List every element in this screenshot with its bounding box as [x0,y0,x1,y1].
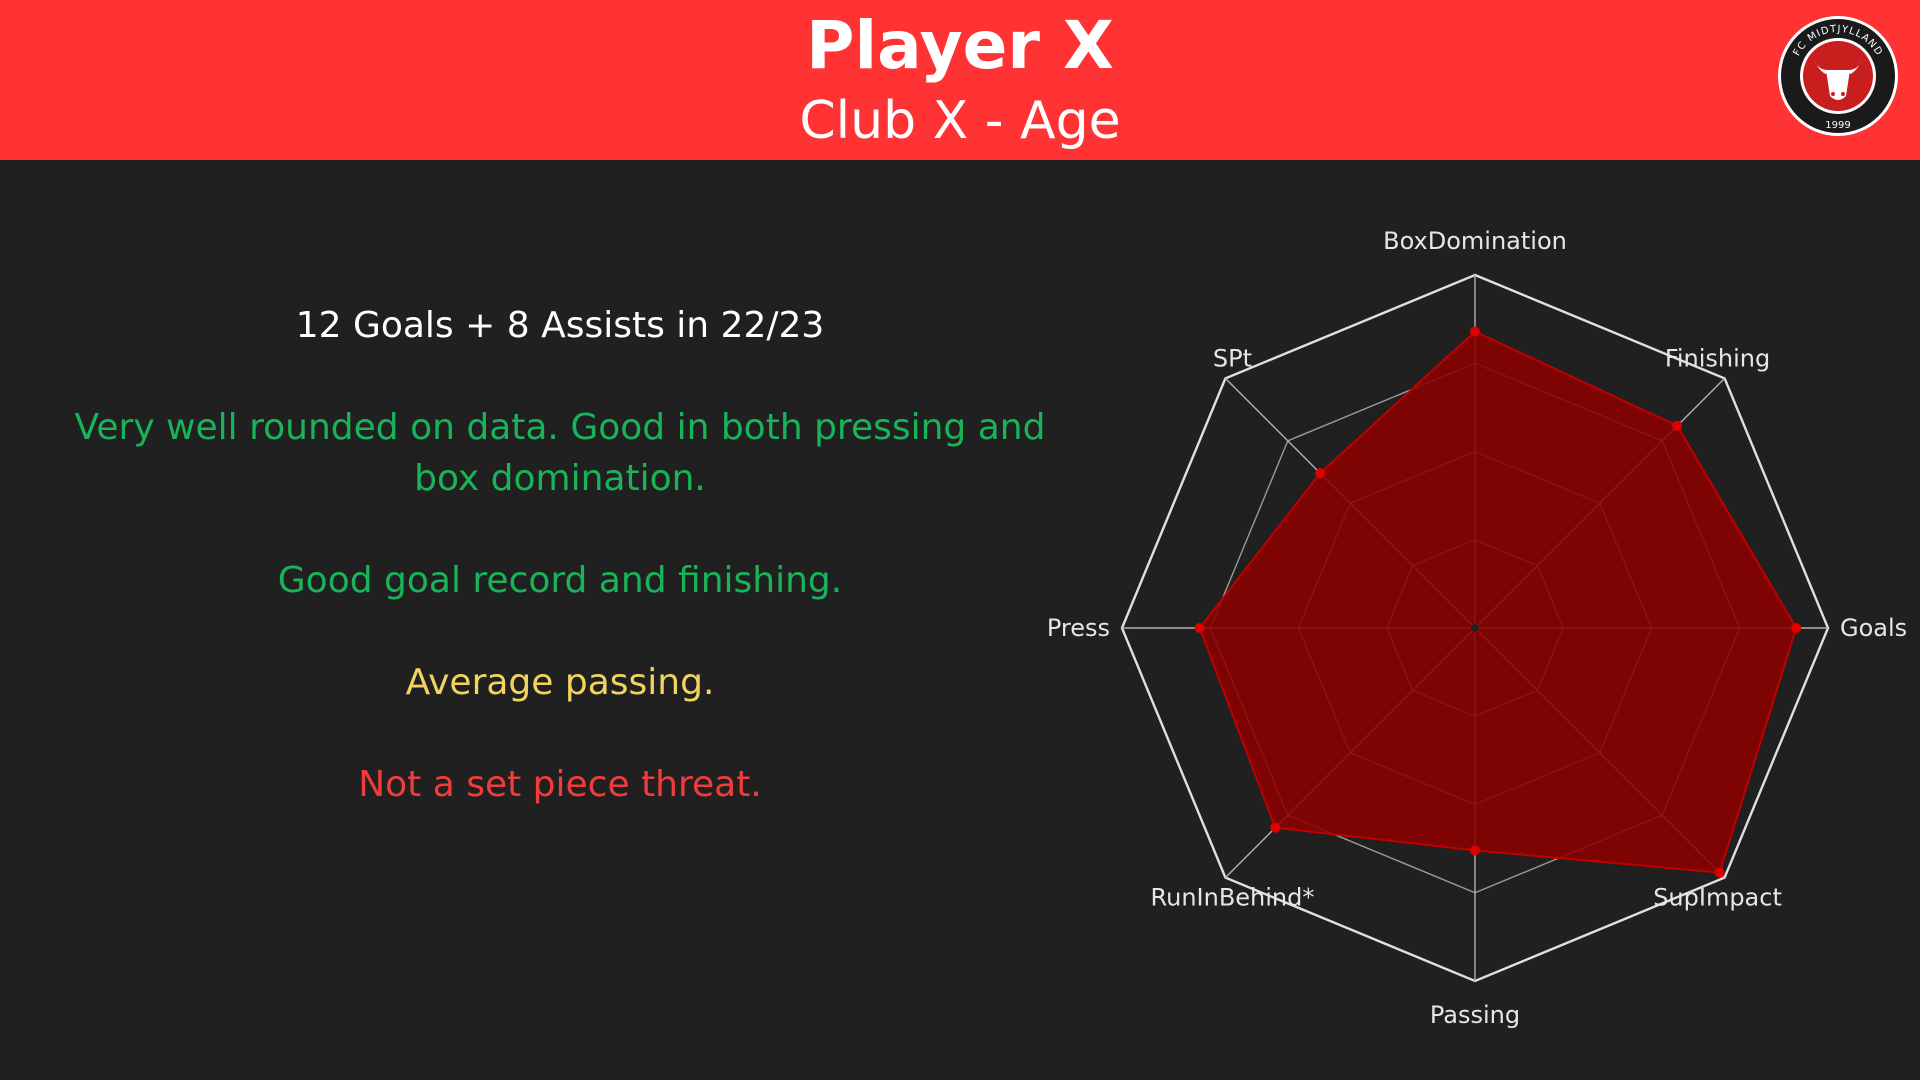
radar-point-press [1194,623,1205,633]
club-logo: FC MIDTJYLLAND 1999 [1778,16,1898,136]
radar-point-runinbehind [1270,822,1281,833]
stat-line: 12 Goals + 8 Assists in 22/23 [295,305,825,346]
logo-year: 1999 [1825,120,1850,131]
axis-label-runinbehind: RunInBehind* [1151,883,1315,911]
header-banner: Player X Club X - Age FC MIDTJYLLAND 199… [0,0,1920,160]
radar-chart: BoxDomination Finishing Goals SupImpact Pass… [1047,227,1907,1029]
axis-label-passing: Passing [1430,1001,1520,1029]
radar-point-finishing [1672,420,1683,431]
club-age-subtitle: Club X - Age [799,91,1121,151]
axis-label-finishing: Finishing [1665,345,1770,373]
radar-center [1471,624,1479,632]
bull-head-icon [1814,60,1862,100]
radar-point-goals [1791,623,1802,633]
radar-data-area [1198,330,1798,874]
note-set-piece: Not a set piece threat. [358,764,762,805]
axis-label-goals: Goals [1840,614,1907,642]
radar-point-passing [1470,845,1480,856]
axis-label-press: Press [1047,614,1110,642]
radar-point-supimpact [1714,867,1725,878]
player-title: Player X [806,7,1114,84]
axis-label-supimpact: SupImpact [1653,883,1782,911]
note-goals: Good goal record and finishing. [277,560,843,601]
axis-label-spt: SPt [1213,345,1252,373]
radar-point-spt [1315,468,1326,479]
radar-point-boxdomination [1470,326,1480,337]
note-rounded: Very well rounded on data. Good in both … [74,407,1046,499]
scouting-notes: 12 Goals + 8 Assists in 22/23 Very well … [60,300,1060,861]
note-passing: Average passing. [405,662,715,703]
axis-label-boxdomination: BoxDomination [1383,227,1567,255]
